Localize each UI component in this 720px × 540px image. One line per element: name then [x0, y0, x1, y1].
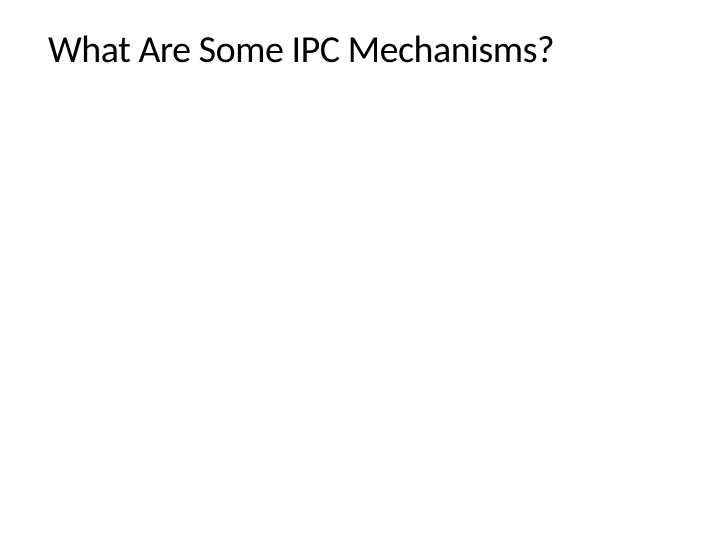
slide-title: What Are Some IPC Mechanisms?	[48, 28, 672, 74]
slide-container: What Are Some IPC Mechanisms?	[0, 0, 720, 540]
